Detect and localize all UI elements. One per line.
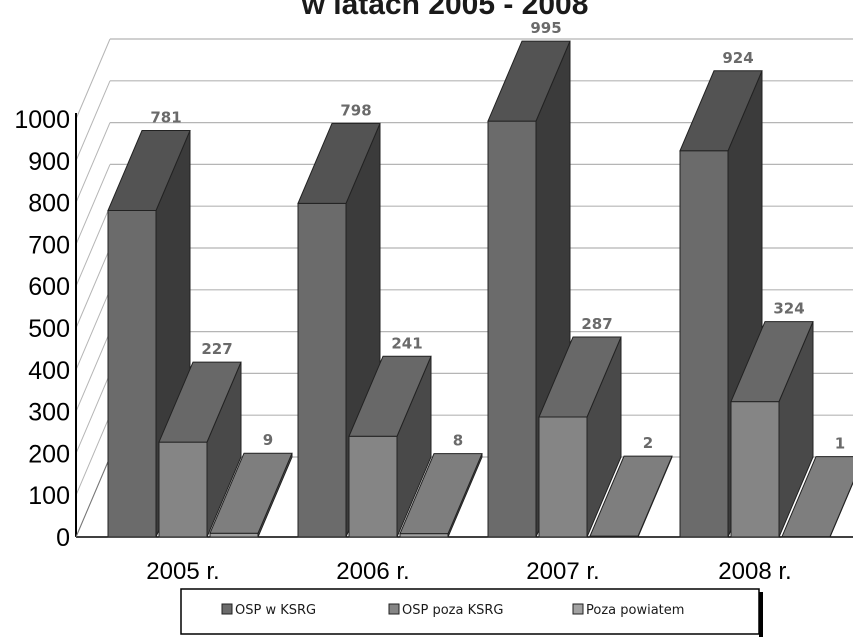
bar-top (538, 336, 622, 418)
bar-top (348, 355, 432, 437)
bar-top (487, 40, 571, 122)
bar (538, 336, 622, 538)
y-tick-label: 200 (28, 440, 70, 468)
x-tick-label: 2005 r. (146, 558, 219, 585)
gridline-depth (75, 415, 111, 496)
y-tick-label: 300 (28, 399, 70, 427)
bar-top (781, 456, 853, 538)
data-label: 241 (391, 334, 422, 352)
legend-shadow (759, 592, 763, 637)
y-tick-label: 700 (28, 231, 70, 259)
floor-edge (75, 456, 111, 538)
bar-top (399, 453, 483, 535)
bar-front (297, 202, 347, 538)
bar (348, 355, 432, 538)
data-label: 995 (530, 19, 561, 37)
bar-top (679, 70, 763, 152)
legend-swatch (221, 603, 233, 615)
legend-swatch (572, 603, 584, 615)
y-tick-label: 0 (56, 524, 70, 552)
legend: OSP w KSRG OSP poza KSRG Poza powiatem (180, 588, 763, 637)
bar-top (107, 130, 191, 212)
gridline-depth (75, 289, 111, 370)
gridline-depth (75, 247, 111, 329)
bar-top (730, 321, 814, 403)
legend-label: OSP poza KSRG (402, 603, 503, 618)
bar-front (399, 533, 449, 538)
bar-top (589, 455, 673, 537)
gridline-depth (75, 206, 111, 287)
legend-label: Poza powiatem (586, 603, 684, 618)
y-tick-label: 600 (28, 273, 70, 301)
legend-swatch (388, 603, 400, 615)
data-label: 781 (150, 109, 181, 127)
data-label: 324 (773, 300, 804, 318)
bar-top (209, 452, 293, 534)
legend-label: OSP w KSRG (235, 603, 316, 618)
gridline-depth (75, 373, 111, 454)
bar-front (730, 401, 780, 538)
x-tick-label: 2008 r. (718, 558, 791, 585)
data-label: 8 (453, 432, 463, 450)
bars (107, 40, 853, 538)
bar (589, 455, 673, 538)
data-label: 2 (643, 434, 653, 452)
bar (209, 452, 293, 538)
y-tick-label: 800 (28, 190, 70, 218)
gridline-depth (75, 122, 111, 203)
bar-front (487, 120, 537, 538)
y-tick-label: 400 (28, 357, 70, 385)
data-label: 798 (340, 101, 371, 119)
bar (730, 321, 814, 538)
bar-top (158, 361, 242, 443)
bar-front (158, 441, 208, 538)
bar (158, 361, 242, 538)
gridline-depth (75, 38, 111, 120)
bar (399, 453, 483, 538)
bar-front (209, 532, 259, 538)
x-tick-label: 2007 r. (526, 558, 599, 585)
legend-box (180, 588, 760, 635)
bar-front (538, 416, 588, 538)
data-label: 227 (201, 340, 232, 358)
data-label: 1 (835, 435, 845, 453)
gridline-depth (75, 331, 111, 412)
y-tick-label: 1000 (14, 106, 70, 134)
y-tick-labels: 0 100 200 300 400 500 600 700 800 900 1000 (14, 106, 70, 552)
data-labels: 781 227 9 798 241 8 995 287 2 924 324 1 (150, 19, 845, 452)
bar-top (297, 122, 381, 204)
y-tick-label: 100 (28, 482, 70, 510)
data-label: 924 (722, 49, 753, 67)
gridline-depth (75, 80, 111, 161)
x-tick-labels: 2005 r. 2006 r. 2007 r. 2008 r. (146, 558, 791, 585)
bar-front (679, 150, 729, 538)
y-tick-label: 900 (28, 148, 70, 176)
data-label: 287 (581, 315, 612, 333)
y-tick-label: 500 (28, 315, 70, 343)
gridline-depth (75, 164, 111, 245)
x-tick-label: 2006 r. (336, 558, 409, 585)
data-label: 9 (263, 431, 273, 449)
chart-title: w latach 2005 - 2008 (301, 0, 589, 21)
bar (781, 456, 853, 538)
bar-front (107, 210, 157, 538)
bar-front (348, 435, 398, 538)
